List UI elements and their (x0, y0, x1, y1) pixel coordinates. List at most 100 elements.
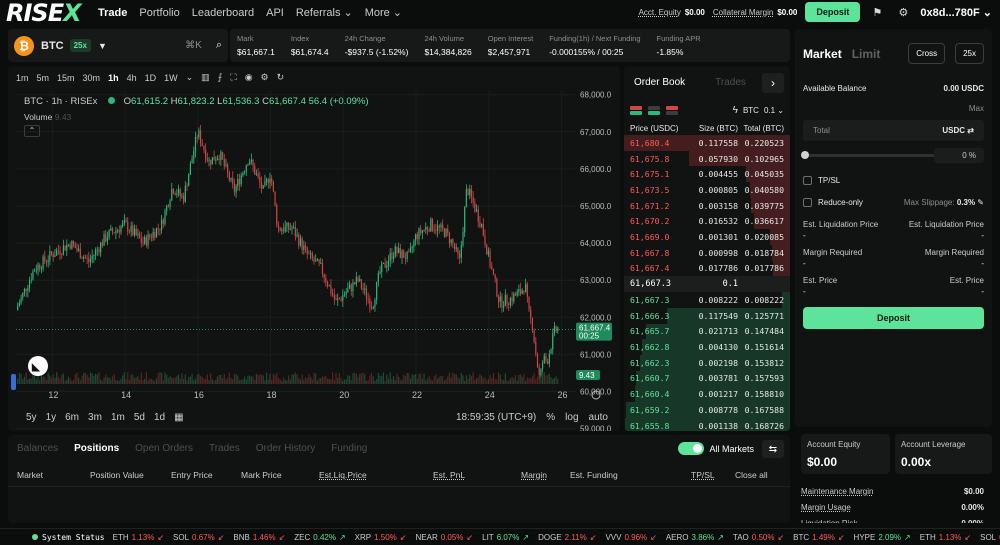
timeframe-1W[interactable]: 1W (164, 72, 178, 83)
tab-order-history[interactable]: Order History (255, 443, 316, 454)
gear-icon[interactable]: ⚙ (898, 6, 909, 19)
bid-row[interactable]: 61,660.7 0.003781 0.157593 (624, 370, 790, 387)
nav-more[interactable]: More ⌄ (364, 6, 402, 20)
tab-balances[interactable]: Balances (17, 443, 59, 454)
size-slider[interactable] (801, 151, 947, 159)
deposit-button[interactable]: Deposit (805, 2, 861, 22)
ticker-item[interactable]: BTC 1.49% ↙ (793, 533, 844, 542)
percent-toggle[interactable]: % (546, 412, 556, 423)
ask-row[interactable]: 61,671.2 0.003158 0.039775 (624, 197, 790, 214)
ticker-item[interactable]: ZEC 0.42% ↗ (294, 533, 345, 542)
bid-row[interactable]: 61,659.2 0.008778 0.167588 (624, 402, 790, 418)
range-1y[interactable]: 1y (45, 412, 57, 423)
tab-market[interactable]: Market (803, 46, 842, 61)
ask-row[interactable]: 61,669.0 0.001301 0.020085 (624, 229, 790, 245)
ticker-item[interactable]: LIT 6.07% ↗ (482, 533, 529, 542)
range-3m[interactable]: 3m (88, 412, 102, 423)
ticker-item[interactable]: AERO 3.86% ↗ (666, 533, 724, 542)
nav-api[interactable]: API (266, 6, 284, 19)
ticker-item[interactable]: XRP 1.50% ↙ (355, 533, 407, 542)
range-5d[interactable]: 5d (133, 412, 145, 423)
ticker-item[interactable]: HYPE 2.09% ↗ (854, 533, 911, 542)
bid-row[interactable]: 61,662.8 0.004130 0.151614 (624, 339, 790, 355)
price-chart[interactable]: 59,000.0 60,000.0 61,000.0 62,000.0 63,000.0… (8, 66, 620, 431)
ticker-item[interactable]: NEAR 0.05% ↙ (416, 533, 474, 542)
lightning-icon[interactable]: ϟ (732, 104, 738, 116)
slider-handle[interactable] (801, 151, 809, 159)
wallet-address-button[interactable]: 0x8d...780F ⌄ (920, 6, 992, 19)
bid-row[interactable]: 61,665.7 0.021713 0.147484 (624, 323, 790, 340)
camera-icon[interactable]: ◉ (244, 72, 253, 82)
view-asks-icon[interactable] (666, 105, 678, 115)
col-close-all[interactable]: Close all (735, 470, 768, 480)
ticker-item[interactable]: ETH 1.13% ↙ (920, 533, 971, 542)
all-markets-toggle[interactable]: All Markets (678, 442, 754, 455)
view-both-icon[interactable] (630, 105, 642, 115)
tab-positions[interactable]: Positions (74, 443, 120, 454)
deposit-submit-button[interactable]: Deposit (803, 307, 984, 329)
ask-row[interactable]: 61,675.8 0.057930 0.102965 (624, 150, 790, 167)
log-toggle[interactable]: log (565, 412, 579, 423)
tab-trades[interactable]: Trades (208, 443, 240, 454)
nav-leaderboard[interactable]: Leaderboard (191, 6, 255, 19)
timeframe-5m[interactable]: 5m (36, 72, 50, 83)
candlestick-chart[interactable]: 59,000.0 60,000.0 61,000.0 62,000.0 63,000.0… (8, 66, 620, 431)
auto-toggle[interactable]: auto (588, 412, 608, 423)
ask-row[interactable]: 61,667.4 0.017786 0.017786 (624, 260, 790, 277)
chevron-right-icon[interactable]: › (762, 73, 784, 93)
bid-row[interactable]: 61,666.3 0.117549 0.125771 (624, 307, 790, 324)
megaphone-icon[interactable]: ⚑ (872, 6, 883, 19)
tab-funding[interactable]: Funding (331, 443, 368, 454)
nav-referrals[interactable]: Referrals ⌄ (295, 6, 353, 20)
ask-row[interactable]: 61,680.4 0.117558 0.220523 (624, 135, 790, 151)
filter-settings-icon[interactable]: ⇆ (762, 440, 784, 458)
pencil-icon[interactable]: ✎ (977, 198, 984, 207)
tick-size-select[interactable]: 0.1 ⌄ (763, 105, 784, 115)
reset-icon[interactable]: ↻ (276, 72, 285, 82)
fullscreen-icon[interactable]: ⛶ (230, 72, 237, 82)
size-input[interactable]: Total USDC ⇄ (803, 120, 984, 141)
timeframe-1h[interactable]: 1h (108, 72, 119, 83)
market-selector[interactable]: ₿ BTC 25x ▼ ⌘K ⌕ (8, 29, 228, 62)
timeframe-4h[interactable]: 4h (126, 72, 137, 83)
ticker-item[interactable]: DOGE 2.11% ↙ (538, 533, 596, 542)
indicators-icon[interactable]: ⨍ (217, 72, 223, 82)
risex-logo[interactable]: RISEX (6, 0, 82, 27)
col-tp-sl[interactable]: TP/SL (691, 470, 715, 480)
bid-row[interactable]: 61,667.3 0.008222 0.008222 (624, 292, 790, 308)
slippage-value[interactable]: 0.3% (956, 198, 976, 207)
ask-row[interactable]: 61,675.1 0.004455 0.045035 (624, 166, 790, 183)
timeframe-1D[interactable]: 1D (144, 72, 157, 83)
collapse-icon[interactable]: ⌃ (24, 125, 40, 137)
settings-icon[interactable]: ⚙ (260, 72, 269, 82)
ticker-item[interactable]: TAO 0.50% ↙ (733, 533, 784, 542)
margin-mode-button[interactable]: Cross (908, 43, 946, 64)
calendar-icon[interactable]: ▦ (174, 412, 184, 423)
timeframe-1m[interactable]: 1m (16, 72, 29, 83)
ask-row[interactable]: 61,673.5 0.000805 0.040580 (624, 182, 790, 198)
toggle-switch[interactable] (678, 442, 705, 455)
ticker-item[interactable]: ETH 1.13% ↙ (113, 533, 164, 542)
reduce-only-checkbox[interactable] (803, 198, 812, 208)
bid-row[interactable]: 61,655.8 0.001138 0.168726 (624, 417, 790, 431)
ticker-item[interactable]: BNB 1.46% ↙ (233, 533, 285, 542)
timeframe-15m[interactable]: 15m (57, 72, 75, 83)
range-1d[interactable]: 1d (153, 412, 166, 423)
range-1m[interactable]: 1m (110, 412, 125, 423)
max-button[interactable]: Max (968, 104, 984, 113)
range-6m[interactable]: 6m (65, 412, 80, 423)
bid-row[interactable]: 61,660.4 0.001217 0.158810 (624, 386, 790, 402)
ask-row[interactable]: 61,667.8 0.000998 0.018784 (624, 244, 790, 261)
tab-limit[interactable]: Limit (851, 46, 881, 61)
bid-row[interactable]: 61,662.3 0.002198 0.153812 (624, 354, 790, 371)
chevron-down-icon[interactable]: ⌄ (185, 72, 194, 82)
search-icon[interactable]: ⌕ (215, 39, 222, 51)
leverage-button[interactable]: 25x (955, 43, 984, 64)
timeframe-30m[interactable]: 30m (82, 72, 101, 83)
system-status[interactable]: System Status (0, 533, 113, 542)
asset-select[interactable]: BTC (742, 105, 759, 115)
tab-trades[interactable]: Trades (715, 77, 746, 88)
range-5y[interactable]: 5y (26, 412, 37, 423)
tpsl-checkbox[interactable] (803, 176, 812, 185)
